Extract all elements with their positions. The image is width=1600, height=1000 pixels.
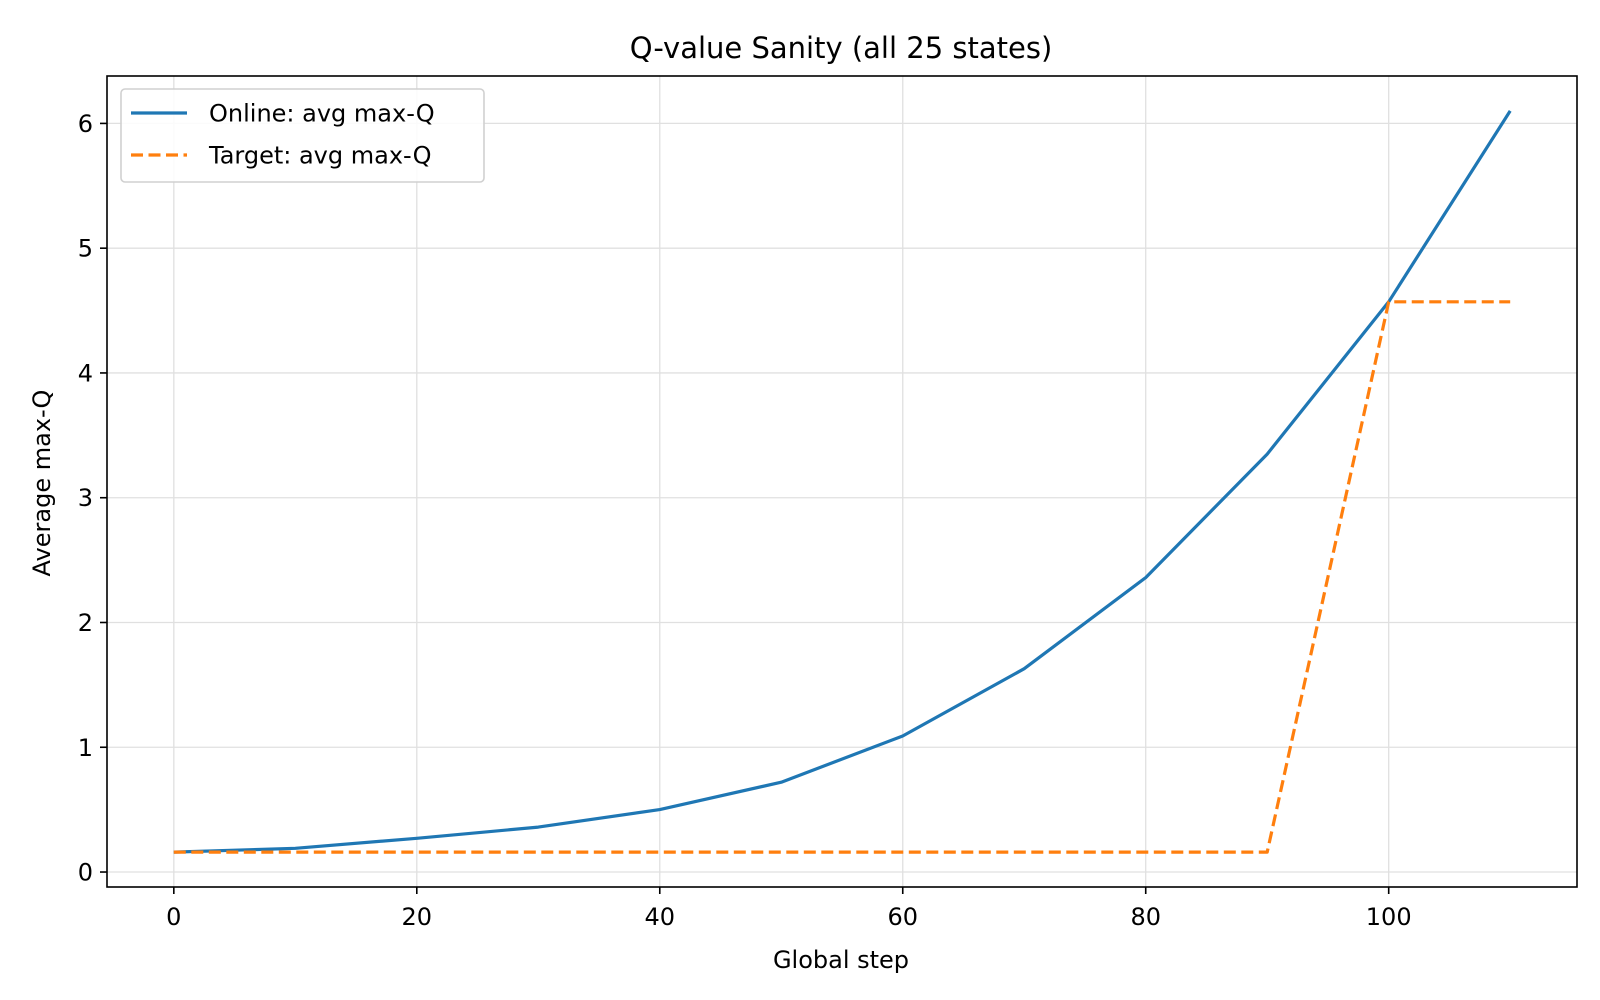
legend-box	[120, 88, 485, 183]
x-tick-label: 20	[402, 903, 433, 931]
y-tick-label: 3	[78, 484, 93, 512]
y-tick-label: 0	[78, 859, 93, 887]
x-tick-label: 60	[887, 903, 918, 931]
y-tick-label: 4	[78, 359, 93, 387]
y-axis-label: Average max-Q	[28, 390, 56, 577]
y-tick-label: 6	[78, 110, 93, 138]
legend-label: Online: avg max-Q	[209, 100, 435, 128]
y-tick-label: 5	[78, 235, 93, 263]
y-tick-label: 1	[78, 734, 93, 762]
legend: Online: avg max-Q Target: avg max-Q	[120, 88, 485, 183]
legend-label: Target: avg max-Q	[208, 142, 431, 170]
x-tick-label: 80	[1130, 903, 1161, 931]
chart-title: Q-value Sanity (all 25 states)	[630, 31, 1053, 65]
ticks: 0 20 40 60 80 100 0 1 2 3 4 5 6	[78, 110, 1412, 931]
x-tick-label: 0	[166, 903, 181, 931]
x-tick-label: 40	[644, 903, 675, 931]
plot-frame	[106, 75, 1578, 888]
series-line-online	[173, 110, 1512, 854]
y-tick-label: 2	[78, 609, 93, 637]
series-line-target	[173, 300, 1511, 854]
x-axis-label: Global step	[773, 946, 909, 974]
series-layer	[173, 110, 1512, 854]
x-tick-label: 100	[1366, 903, 1412, 931]
